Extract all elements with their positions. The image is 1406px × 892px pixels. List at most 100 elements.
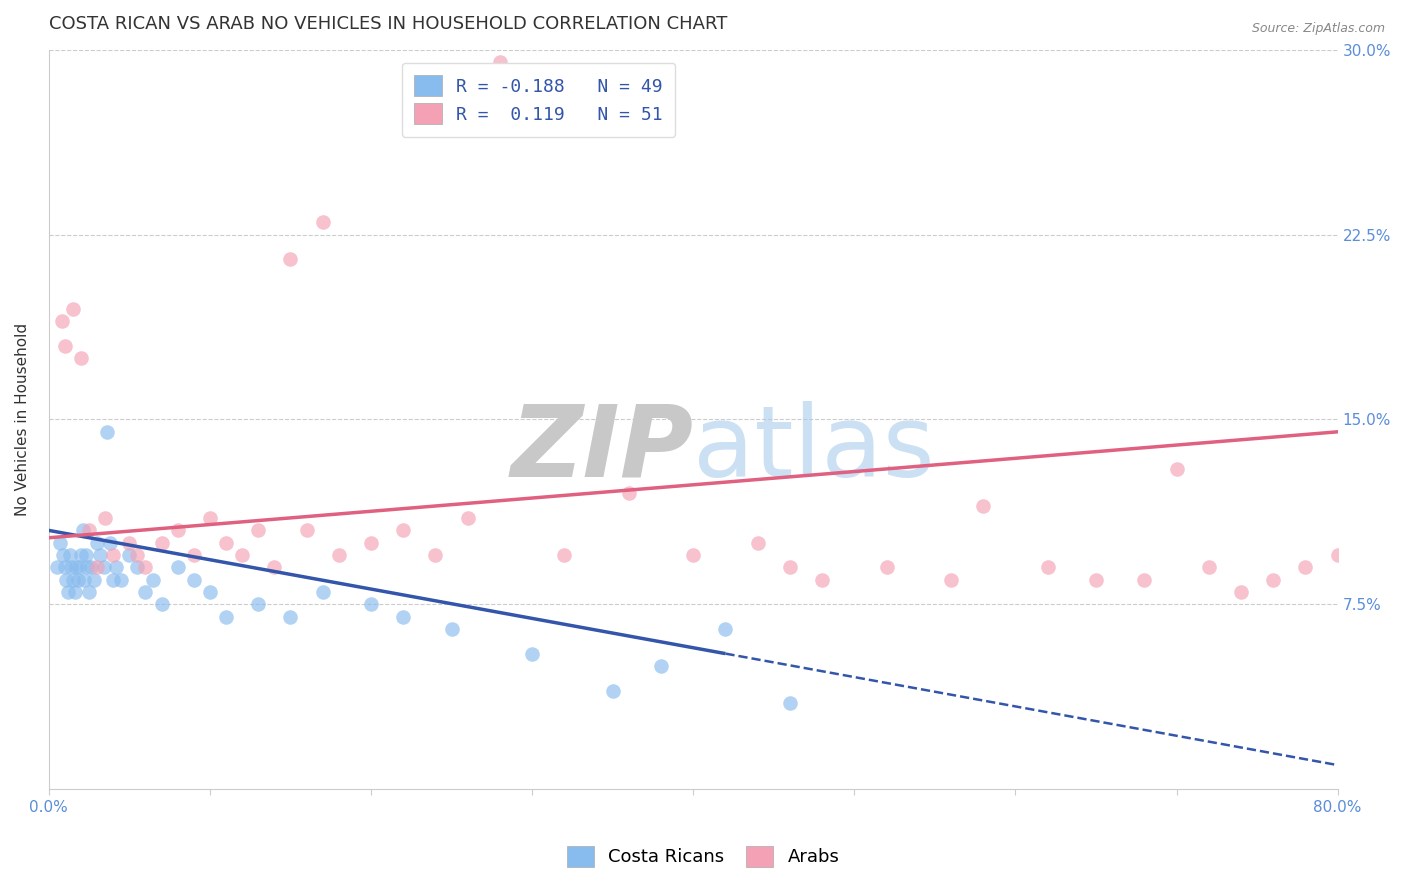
Point: [198, 511, 221, 525]
Point: [328, 548, 350, 562]
Point: [77, 585, 100, 599]
Point: [876, 560, 898, 574]
Point: [53, 338, 76, 352]
Point: [198, 585, 221, 599]
Point: [747, 535, 769, 549]
Text: atlas: atlas: [693, 401, 935, 498]
Point: [62, 301, 84, 316]
Point: [49, 535, 72, 549]
Point: [103, 548, 125, 562]
Point: [1358, 585, 1381, 599]
Point: [89, 548, 111, 562]
Point: [52, 548, 75, 562]
Point: [55, 573, 77, 587]
Point: [247, 597, 270, 611]
Point: [105, 560, 128, 574]
Point: [392, 524, 415, 538]
Point: [65, 560, 87, 574]
Legend: R = -0.188   N = 49, R =  0.119   N = 51: R = -0.188 N = 49, R = 0.119 N = 51: [402, 62, 675, 136]
Point: [1198, 560, 1220, 574]
Legend: Costa Ricans, Arabs: Costa Ricans, Arabs: [560, 838, 846, 874]
Point: [811, 573, 834, 587]
Point: [489, 55, 512, 70]
Point: [1166, 462, 1188, 476]
Point: [295, 524, 318, 538]
Point: [263, 560, 285, 574]
Point: [360, 535, 382, 549]
Point: [183, 548, 205, 562]
Point: [457, 511, 479, 525]
Point: [150, 535, 173, 549]
Point: [98, 535, 121, 549]
Point: [1294, 560, 1316, 574]
Point: [650, 659, 672, 673]
Point: [1326, 548, 1348, 562]
Point: [150, 597, 173, 611]
Point: [70, 351, 93, 365]
Point: [75, 548, 97, 562]
Point: [215, 609, 238, 624]
Point: [1391, 573, 1406, 587]
Point: [76, 560, 98, 574]
Point: [392, 609, 415, 624]
Point: [62, 573, 84, 587]
Point: [67, 560, 90, 574]
Point: [280, 609, 302, 624]
Point: [939, 573, 962, 587]
Point: [280, 252, 302, 267]
Point: [60, 560, 83, 574]
Point: [360, 597, 382, 611]
Point: [231, 548, 253, 562]
Point: [617, 486, 640, 500]
Point: [45, 560, 67, 574]
Text: ZIP: ZIP: [510, 401, 693, 498]
Point: [134, 585, 156, 599]
Point: [79, 560, 101, 574]
Point: [440, 622, 463, 636]
Point: [142, 573, 165, 587]
Point: [166, 560, 188, 574]
Point: [86, 535, 108, 549]
Point: [94, 511, 117, 525]
Point: [93, 560, 115, 574]
Point: [77, 524, 100, 538]
Point: [247, 524, 270, 538]
Text: COSTA RICAN VS ARAB NO VEHICLES IN HOUSEHOLD CORRELATION CHART: COSTA RICAN VS ARAB NO VEHICLES IN HOUSE…: [49, 15, 727, 33]
Point: [779, 560, 801, 574]
Point: [311, 585, 333, 599]
Point: [166, 524, 188, 538]
Point: [1263, 573, 1285, 587]
Point: [73, 573, 96, 587]
Point: [602, 683, 624, 698]
Point: [311, 215, 333, 229]
Point: [1036, 560, 1059, 574]
Point: [520, 647, 543, 661]
Point: [118, 548, 141, 562]
Point: [127, 560, 149, 574]
Point: [103, 573, 125, 587]
Point: [53, 560, 76, 574]
Point: [553, 548, 575, 562]
Point: [183, 573, 205, 587]
Point: [63, 585, 86, 599]
Text: Source: ZipAtlas.com: Source: ZipAtlas.com: [1251, 22, 1385, 36]
Point: [1230, 585, 1253, 599]
Point: [118, 535, 141, 549]
Point: [1133, 573, 1156, 587]
Point: [59, 548, 82, 562]
Point: [972, 499, 994, 513]
Point: [110, 573, 132, 587]
Point: [66, 573, 89, 587]
Point: [127, 548, 149, 562]
Point: [425, 548, 447, 562]
Point: [72, 524, 94, 538]
Point: [96, 425, 118, 439]
Point: [51, 314, 73, 328]
Point: [134, 560, 156, 574]
Point: [56, 585, 79, 599]
Y-axis label: No Vehicles in Household: No Vehicles in Household: [15, 323, 30, 516]
Point: [215, 535, 238, 549]
Point: [682, 548, 704, 562]
Point: [1084, 573, 1107, 587]
Point: [70, 548, 93, 562]
